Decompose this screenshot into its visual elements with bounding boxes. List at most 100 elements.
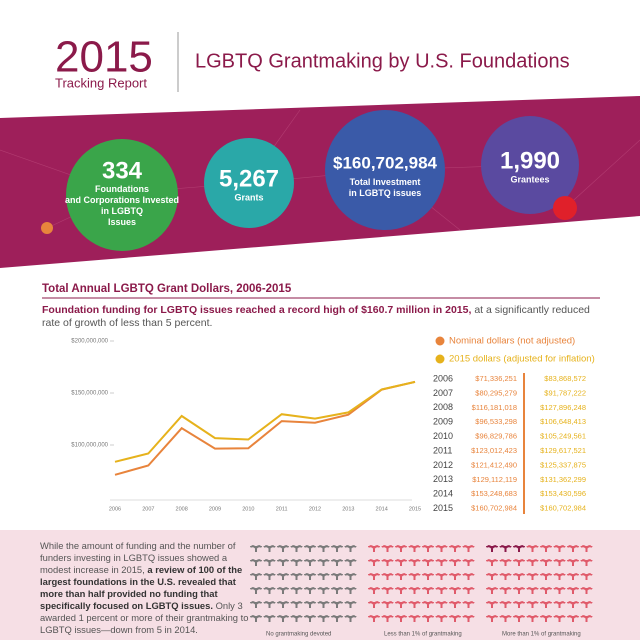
- icon: [263, 573, 276, 580]
- icon: [304, 559, 316, 566]
- icon: [449, 587, 461, 594]
- icon: [449, 559, 461, 566]
- icon: [526, 559, 539, 566]
- icon: [304, 601, 316, 608]
- icon: [540, 587, 552, 594]
- line: in LGBTQ issues: [349, 188, 422, 198]
- icon: [513, 573, 525, 580]
- icon: [408, 545, 421, 552]
- icon: [331, 615, 343, 622]
- icon: [263, 545, 276, 552]
- stat-circle: [481, 116, 579, 214]
- table-value: $106,648,413: [540, 417, 586, 426]
- icon: [449, 615, 461, 622]
- series-line: [114, 380, 416, 463]
- icon: [395, 545, 407, 552]
- text: Only 3 awarded 1 percent or more of thei…: [40, 600, 249, 635]
- dot: [553, 196, 577, 220]
- icon: [435, 601, 448, 608]
- x-tick-label: 2011: [276, 506, 288, 512]
- stat-label: Foundations and Corporations Invested in L…: [65, 184, 179, 227]
- table-value: $96,533,298: [475, 417, 517, 426]
- table-value: $116,181,018: [472, 403, 517, 412]
- icon: [263, 601, 276, 608]
- legend-label: 2015 dollars (adjusted for inflation): [449, 354, 595, 365]
- icon: [513, 615, 525, 622]
- year: 2015: [55, 33, 153, 82]
- stat-circle: [66, 139, 178, 251]
- icon: [486, 559, 498, 566]
- icon: [526, 573, 539, 580]
- icon: [344, 559, 357, 566]
- icon: [317, 545, 330, 552]
- icon: [290, 587, 303, 594]
- icon: [540, 559, 552, 566]
- x-tick-label: 2006: [109, 506, 121, 512]
- stat-label: Grantees: [510, 174, 549, 184]
- icon: [368, 573, 380, 580]
- icon: [344, 601, 357, 608]
- icon: [331, 601, 343, 608]
- icon: [344, 587, 357, 594]
- chart-title: Total Annual LGBTQ Grant Dollars, 2006-2…: [42, 283, 292, 295]
- icon: [290, 545, 303, 552]
- icon: [381, 545, 394, 552]
- icon: [250, 545, 262, 552]
- icon-legend: No grantmaking devoted: [266, 632, 331, 638]
- icon: [304, 615, 316, 622]
- icon: [567, 601, 579, 608]
- table-value: $131,362,299: [540, 475, 586, 484]
- chart-subtitle: Foundation funding for LGBTQ issues reac…: [42, 304, 602, 330]
- subtitle: at a significantly reduced rate of growt…: [42, 304, 590, 329]
- icon: [317, 559, 330, 566]
- icon: [408, 587, 421, 594]
- table-year: 2015: [433, 503, 453, 513]
- table-value: $91,787,222: [544, 388, 586, 397]
- icon: [540, 615, 552, 622]
- icon: [567, 587, 579, 594]
- icon: [422, 559, 434, 566]
- table-year: 2008: [433, 402, 453, 412]
- title: LGBTQ Grantmaking by U.S. Foundations: [195, 50, 570, 72]
- icon: [580, 573, 593, 580]
- x-tick-label: 2008: [176, 506, 188, 512]
- icon: [368, 587, 380, 594]
- icon: [435, 559, 448, 566]
- icon: [381, 587, 394, 594]
- stat-value: $160,702,984: [333, 153, 438, 172]
- icon: [395, 573, 407, 580]
- table-value: $123,012,423: [471, 446, 517, 455]
- icon: [263, 559, 276, 566]
- icon: [344, 573, 357, 580]
- table-value: $125,337,875: [540, 460, 586, 469]
- table-value: $129,112,119: [472, 475, 517, 484]
- stat-circle: [204, 138, 294, 228]
- icon: [580, 615, 593, 622]
- subtitle-bold: Foundation funding for LGBTQ issues reac…: [42, 304, 472, 316]
- icon: [381, 573, 394, 580]
- icon: [526, 615, 539, 622]
- icon: [499, 559, 512, 566]
- icon: [290, 615, 303, 622]
- icon: [368, 545, 380, 552]
- x-tick-label: 2012: [309, 506, 321, 512]
- icon: [304, 545, 316, 552]
- icon: [486, 545, 498, 552]
- icon: [462, 601, 475, 608]
- icon: [381, 559, 394, 566]
- icon: [462, 545, 475, 552]
- icon: [526, 601, 539, 608]
- icon: [395, 587, 407, 594]
- icon: [317, 587, 330, 594]
- stat-label: Grants: [234, 192, 263, 202]
- legend-swatch: [435, 354, 445, 364]
- icon: [395, 601, 407, 608]
- icon: [331, 587, 343, 594]
- icon: [408, 601, 421, 608]
- icon: [304, 587, 316, 594]
- icon: [277, 587, 289, 594]
- table-value: $96,829,786: [475, 432, 517, 441]
- icon: [290, 559, 303, 566]
- icon: [486, 587, 498, 594]
- x-tick-label: 2010: [242, 506, 254, 512]
